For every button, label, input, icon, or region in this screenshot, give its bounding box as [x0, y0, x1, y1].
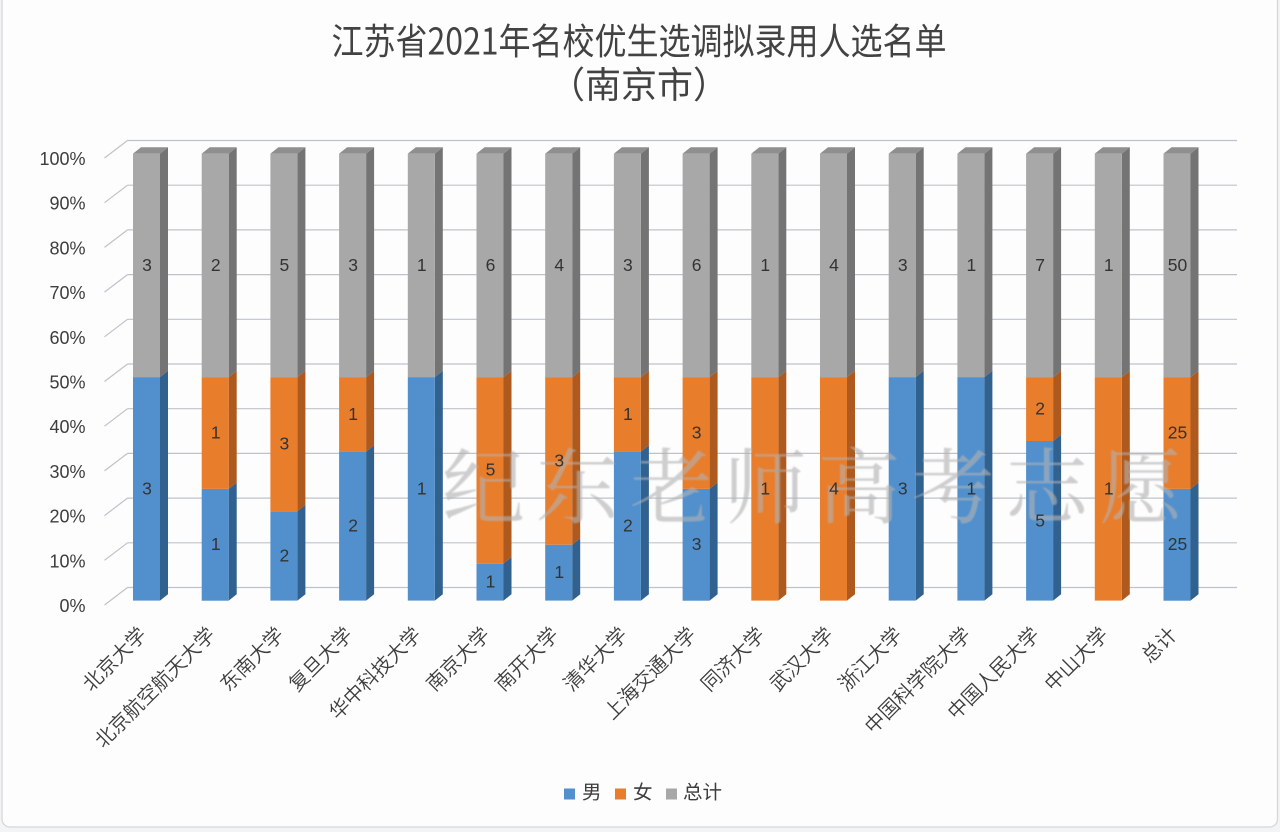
svg-text:3: 3: [692, 534, 702, 554]
svg-text:3: 3: [898, 478, 908, 498]
svg-text:1: 1: [211, 534, 221, 554]
svg-text:1: 1: [623, 404, 633, 424]
svg-text:1: 1: [1104, 255, 1114, 275]
svg-text:1: 1: [967, 255, 977, 275]
svg-text:1: 1: [1104, 478, 1114, 498]
svg-text:100%: 100%: [39, 149, 85, 169]
svg-text:5: 5: [486, 460, 496, 480]
svg-text:70%: 70%: [49, 283, 85, 303]
svg-text:3: 3: [348, 255, 358, 275]
svg-text:2: 2: [1035, 399, 1045, 419]
svg-text:25: 25: [1168, 534, 1187, 554]
svg-text:2: 2: [211, 255, 221, 275]
svg-text:1: 1: [348, 404, 358, 424]
svg-text:30%: 30%: [49, 462, 85, 482]
svg-text:3: 3: [692, 423, 702, 443]
svg-text:20%: 20%: [49, 507, 85, 527]
svg-text:1: 1: [486, 572, 496, 592]
svg-text:3: 3: [142, 478, 152, 498]
svg-text:1: 1: [760, 478, 770, 498]
svg-text:6: 6: [486, 255, 496, 275]
svg-text:60%: 60%: [49, 328, 85, 348]
svg-text:3: 3: [280, 434, 290, 454]
svg-text:4: 4: [554, 255, 564, 275]
svg-text:3: 3: [142, 255, 152, 275]
svg-text:6: 6: [692, 255, 702, 275]
svg-text:1: 1: [211, 423, 221, 443]
svg-text:3: 3: [623, 255, 633, 275]
svg-text:2: 2: [348, 516, 358, 536]
svg-text:1: 1: [417, 478, 427, 498]
svg-text:3: 3: [554, 450, 564, 470]
svg-text:10%: 10%: [49, 551, 85, 571]
svg-text:7: 7: [1035, 255, 1045, 275]
svg-text:90%: 90%: [49, 194, 85, 214]
svg-text:3: 3: [898, 255, 908, 275]
svg-text:1: 1: [967, 478, 977, 498]
svg-text:40%: 40%: [49, 417, 85, 437]
svg-text:5: 5: [280, 255, 290, 275]
svg-text:1: 1: [554, 562, 564, 582]
svg-text:0%: 0%: [59, 596, 85, 616]
svg-text:5: 5: [1035, 510, 1045, 530]
svg-text:4: 4: [829, 255, 839, 275]
svg-text:1: 1: [417, 255, 427, 275]
svg-text:4: 4: [829, 478, 839, 498]
svg-text:50: 50: [1168, 255, 1188, 275]
svg-text:25: 25: [1168, 423, 1187, 443]
svg-text:2: 2: [623, 516, 633, 536]
svg-text:1: 1: [760, 255, 770, 275]
svg-text:50%: 50%: [49, 373, 85, 393]
svg-text:80%: 80%: [49, 238, 85, 258]
svg-text:2: 2: [280, 545, 290, 565]
